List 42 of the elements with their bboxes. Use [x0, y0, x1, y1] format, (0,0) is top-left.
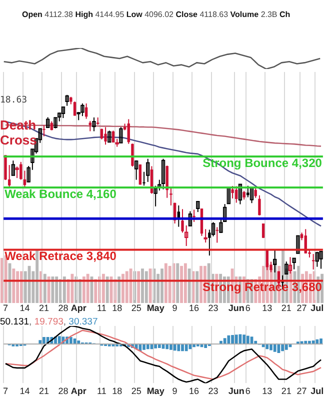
x-tick-label: 28	[58, 386, 68, 396]
x-tick-label: Jun	[228, 386, 244, 396]
x-tick-label: 6	[245, 303, 250, 314]
x-tick-label: 6	[245, 386, 250, 396]
x-tick-label: Jul	[310, 386, 324, 396]
x-tick-label: 25	[131, 386, 142, 396]
x-tick-label: 16	[189, 386, 200, 396]
x-tick-label: Jul	[310, 303, 324, 314]
x-tick-label: 27	[296, 386, 307, 396]
annotation: 50.131, 19.793, 30.337	[0, 316, 98, 328]
x-tick-label: 13	[262, 303, 272, 314]
ref-line-label: Strong Retrace 3,680	[202, 280, 322, 294]
x-tick-label: 21	[38, 303, 49, 314]
x-tick-label: 11	[97, 303, 106, 314]
x-tick-label: 9	[172, 386, 178, 396]
x-tick-label: Apr	[70, 303, 87, 314]
x-tick-label: 13	[262, 386, 272, 396]
x-tick-label: 16	[189, 303, 200, 314]
ref-line-label: Weak Retrace 3,840	[4, 249, 117, 264]
x-tick-label: Apr	[70, 386, 87, 396]
x-tick-label: 7	[2, 386, 8, 396]
x-tick-label: 14	[20, 386, 30, 396]
x-tick-label: 9	[172, 303, 178, 314]
x-tick-label: 21	[38, 386, 49, 396]
x-tick-label: 25	[131, 303, 142, 314]
x-tick-label: Jun	[228, 303, 244, 314]
x-tick-label: 21	[281, 386, 292, 396]
text: Open 4112.38 High 4144.95 Low 4096.02 Close 4118.63 Volume 2.3B Ch	[22, 10, 290, 19]
x-tick-label: May	[146, 386, 164, 396]
x-tick-label: 11	[97, 386, 106, 396]
x-tick-label: 27	[296, 303, 307, 314]
x-tick-label: 21	[281, 303, 292, 314]
x-tick-label: May	[146, 303, 164, 314]
annotation: 18.63	[0, 95, 28, 106]
x-tick-label: 18	[112, 386, 122, 396]
x-tick-label: 23	[208, 386, 218, 396]
x-tick-label: 28	[58, 303, 68, 314]
ref-line-label: Weak Bounce 4,160	[4, 186, 117, 201]
x-tick-label: 7	[2, 303, 8, 314]
x-tick-label: 23	[208, 303, 218, 314]
x-tick-label: 18	[112, 303, 122, 314]
x-tick-label: 14	[20, 303, 30, 314]
